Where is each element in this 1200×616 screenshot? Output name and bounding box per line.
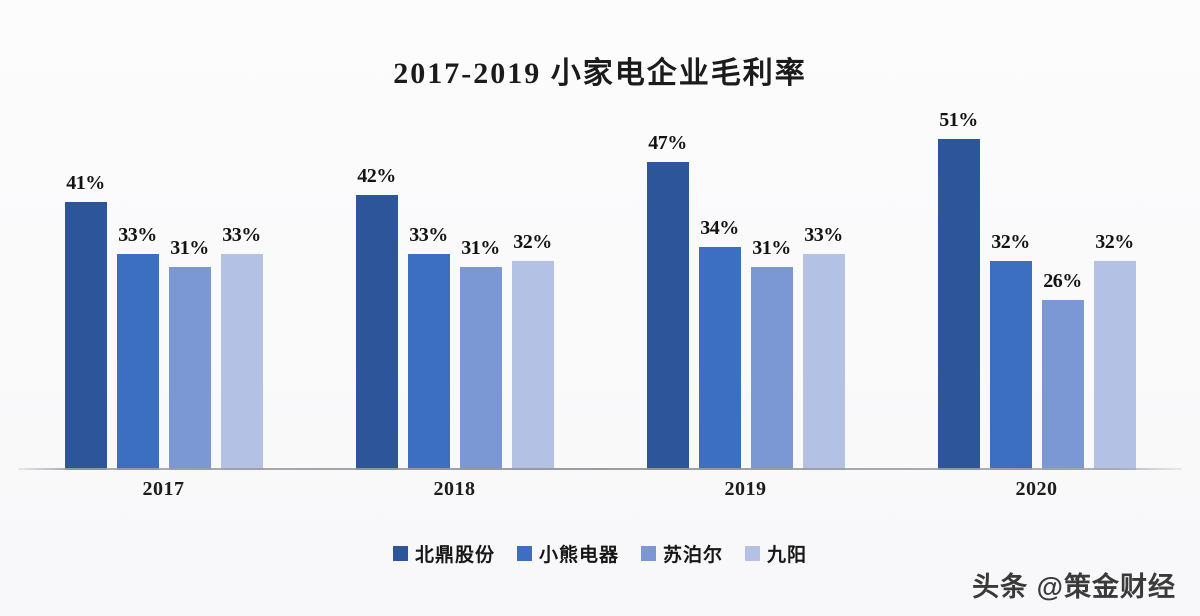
bar-value-label: 31% (461, 237, 500, 260)
bar-slot: 34% (698, 110, 741, 470)
bar[interactable] (511, 260, 554, 470)
legend-item[interactable]: 九阳 (745, 540, 807, 567)
bar-value-label: 33% (804, 224, 843, 246)
x-axis-label: 2019 (724, 478, 767, 500)
bar-value-label: 33% (409, 224, 448, 246)
bar-value-label: 47% (648, 132, 687, 155)
bar-value-label: 34% (700, 217, 739, 240)
bar[interactable] (750, 267, 793, 470)
bar-slot: 32% (1093, 110, 1136, 470)
bar-groups: 41% 33% 31% 33% 42% 33% 31% 32% 47% 34% 31% 33% 51% 3… (18, 110, 1182, 470)
x-axis-tick-labels: 2017 2018 2019 2020 (18, 478, 1182, 501)
bar-slot: 33% (116, 110, 159, 470)
bar-value-label: 41% (66, 171, 105, 194)
x-axis-line (18, 468, 1182, 470)
bar[interactable] (646, 162, 689, 470)
bar-value-label: 33% (222, 224, 261, 246)
bar-slot: 26% (1041, 110, 1084, 470)
x-axis-label: 2018 (433, 478, 476, 500)
legend-label: 小熊电器 (538, 545, 619, 566)
bar-group: 41% 33% 31% 33% (18, 110, 309, 470)
legend-item[interactable]: 苏泊尔 (641, 540, 723, 567)
bar-slot: 33% (802, 110, 845, 470)
chart-title: 2017-2019 小家电企业毛利率 (393, 57, 807, 90)
bar-value-label: 51% (939, 109, 978, 131)
bar-value-label: 31% (752, 237, 791, 260)
bar-slot: 33% (407, 110, 450, 470)
bar[interactable] (989, 260, 1032, 470)
legend-label: 九阳 (767, 545, 808, 566)
bar[interactable] (698, 247, 741, 470)
bar-slot: 41% (64, 110, 107, 470)
bar-slot: 31% (459, 110, 502, 470)
bar[interactable] (459, 267, 502, 470)
bar-group: 47% 34% 31% 33% (600, 110, 891, 470)
bar-slot: 47% (646, 110, 689, 470)
legend-item[interactable]: 北鼎股份 (392, 540, 495, 567)
bar-value-label: 32% (513, 230, 552, 253)
legend-item[interactable]: 小熊电器 (516, 540, 619, 567)
bar[interactable] (1041, 299, 1084, 470)
bar[interactable] (64, 201, 107, 470)
bar-value-label: 42% (357, 165, 396, 188)
bar-value-label: 33% (118, 224, 157, 246)
x-axis-label: 2020 (1015, 478, 1058, 500)
bar[interactable] (1093, 260, 1136, 470)
bar-group: 51% 32% 26% 32% (891, 110, 1182, 470)
bar[interactable] (802, 254, 845, 470)
bar[interactable] (220, 254, 263, 470)
bar-slot: 51% (937, 109, 980, 470)
bar-slot: 42% (355, 110, 398, 470)
watermark: 头条 @策金财经 (972, 572, 1176, 602)
bar-value-label: 26% (1043, 269, 1082, 292)
legend-swatch-icon (516, 546, 532, 561)
bar-value-label: 31% (170, 237, 209, 260)
bar-slot: 32% (989, 110, 1032, 470)
legend-label: 苏泊尔 (663, 545, 724, 566)
bar[interactable] (407, 254, 450, 470)
bar[interactable] (937, 139, 980, 470)
legend-swatch-icon (392, 546, 408, 561)
chart-legend: 北鼎股份 小熊电器 苏泊尔 九阳 (0, 540, 1200, 567)
bar-slot: 31% (750, 110, 793, 470)
bar-slot: 31% (168, 110, 211, 470)
bar[interactable] (168, 267, 211, 470)
bar[interactable] (355, 195, 398, 470)
plot-area: 41% 33% 31% 33% 42% 33% 31% 32% 47% 34% 31% 33% 51% 3… (18, 110, 1182, 470)
bar-slot: 33% (220, 110, 263, 470)
legend-swatch-icon (745, 546, 761, 561)
bar[interactable] (116, 254, 159, 470)
bar-group: 42% 33% 31% 32% (309, 110, 600, 470)
legend-swatch-icon (641, 546, 656, 561)
bar-value-label: 32% (991, 230, 1030, 253)
bar-slot: 32% (511, 110, 554, 470)
x-axis-label: 2017 (142, 478, 185, 500)
legend-label: 北鼎股份 (414, 545, 495, 566)
bar-value-label: 32% (1095, 230, 1134, 253)
